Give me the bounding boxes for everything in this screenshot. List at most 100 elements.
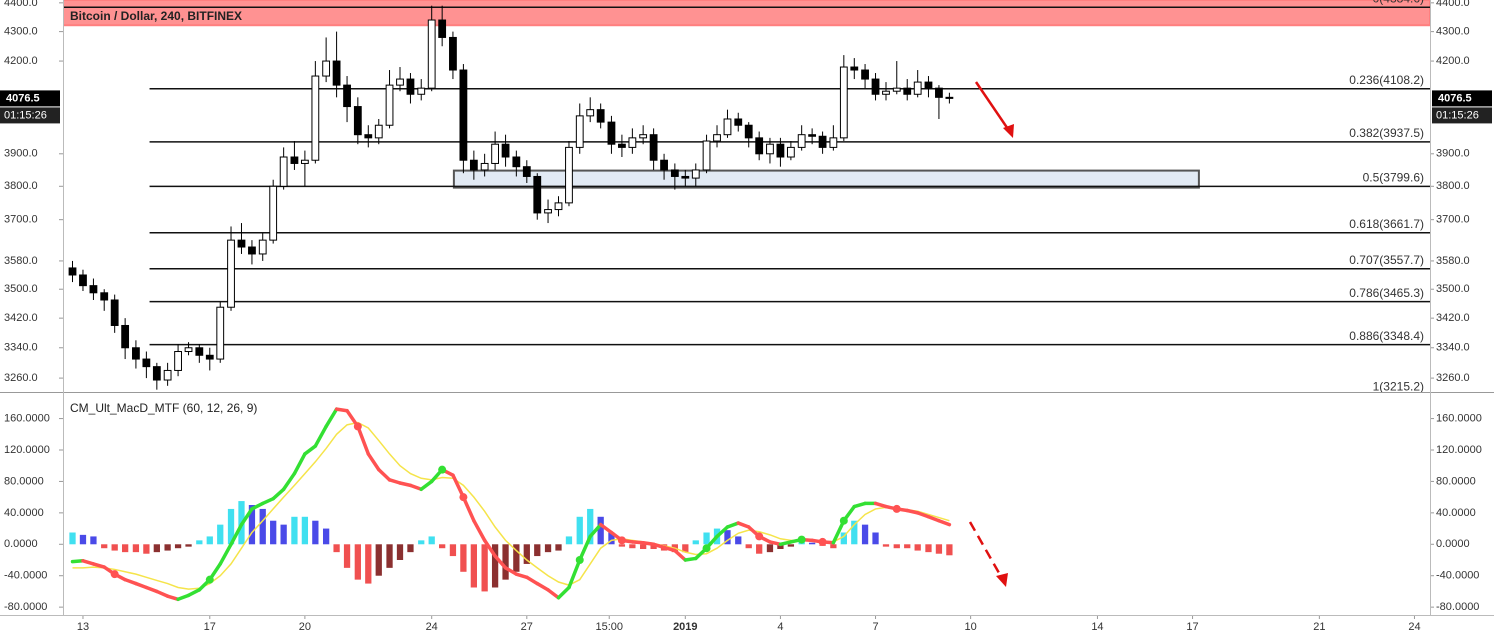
candle-body [723, 118, 732, 136]
y-tick-label: 3800.0 [4, 180, 38, 192]
cross-dot [839, 516, 848, 525]
countdown-label: 01:15:26 [4, 109, 47, 121]
macd-segment [303, 444, 318, 456]
candle-body [364, 134, 373, 139]
candle-body [142, 358, 151, 368]
histogram-bar [343, 544, 351, 568]
x-tick-label: 24 [426, 621, 438, 633]
histogram-bar [629, 544, 636, 549]
macd-segment [260, 496, 275, 506]
last-price-box [1432, 90, 1492, 107]
candle-body [533, 175, 542, 214]
macd-segment [419, 479, 434, 492]
candle-body [766, 143, 774, 155]
y-tick-label: 3900.0 [1436, 148, 1470, 160]
y-tick-label: 4300.0 [1436, 26, 1470, 38]
y-tick-label: 4200.0 [4, 55, 38, 67]
macd-segment [123, 577, 138, 586]
histogram-bar [640, 544, 647, 549]
histogram-bar [565, 536, 573, 545]
candle-body [544, 209, 552, 214]
candle-body [290, 156, 299, 164]
macd-segment [725, 521, 741, 529]
candle-body [660, 159, 668, 171]
histogram-bar [418, 540, 425, 545]
candle-body [100, 292, 109, 301]
macd-segment [831, 518, 846, 545]
candle-body [459, 69, 468, 161]
histogram-bar [904, 544, 911, 549]
cross-dot [755, 532, 764, 541]
histogram-bar [322, 528, 330, 545]
macd-segment [768, 540, 783, 547]
macd-segment [144, 585, 159, 594]
macd-segment [630, 540, 645, 545]
x-tick-label: 21 [1313, 621, 1325, 633]
histogram-bar [365, 544, 372, 584]
cross-dot [892, 504, 901, 513]
histogram-bar [513, 544, 520, 572]
macd-segment [134, 581, 149, 590]
histogram-bar [90, 536, 97, 545]
candle-body [786, 146, 795, 158]
histogram-bar [491, 544, 499, 588]
histogram-bar [206, 536, 213, 545]
histogram-bar [185, 544, 192, 547]
histogram-bar [428, 536, 435, 545]
y-tick-label: 120.0000 [1436, 444, 1482, 456]
histogram-bar [407, 544, 414, 553]
cross-dot [797, 535, 806, 544]
candle-body [850, 66, 859, 71]
histogram-bar [439, 544, 446, 549]
macd-pane [69, 407, 953, 602]
y-tick-label: 3260.0 [1436, 372, 1470, 384]
y-tick-label: 3340.0 [4, 342, 38, 354]
histogram-bar [396, 544, 404, 560]
candle-body [343, 84, 351, 108]
macd-segment [377, 467, 392, 482]
histogram-bar [449, 544, 457, 557]
histogram-bar [861, 524, 869, 545]
x-tick-label: 17 [1186, 621, 1198, 633]
histogram-bar [735, 536, 742, 545]
candle-body [892, 87, 901, 92]
candle-body [871, 78, 880, 95]
candle-body [480, 162, 489, 171]
cross-dot [575, 556, 584, 564]
macd-segment [588, 522, 603, 539]
macd-segment [852, 501, 867, 509]
candle-body [607, 121, 616, 145]
macd-segment [556, 585, 571, 600]
y-tick-label: 3700.0 [4, 214, 38, 226]
price-zone [63, 0, 1430, 27]
cross-dot [818, 537, 827, 546]
candle-body [649, 134, 658, 161]
candle-body [332, 60, 341, 86]
y-tick-label: 3340.0 [1436, 342, 1470, 354]
histogram-bar [534, 544, 541, 557]
y-tick-label: 40.0000 [1436, 507, 1476, 519]
histogram-bar [312, 520, 319, 545]
macd-segment [778, 540, 793, 547]
candle-body [586, 109, 595, 117]
macd-segment [334, 407, 349, 413]
histogram-bar [111, 544, 118, 551]
macd-segment [577, 534, 592, 562]
histogram-bar [618, 544, 626, 547]
histogram-bar [777, 544, 784, 549]
histogram-bar [301, 516, 309, 545]
candle-body [152, 366, 161, 381]
macd-segment [250, 501, 265, 511]
candle-body [385, 84, 394, 126]
histogram-bar [132, 544, 140, 553]
y-tick-label: 160.0000 [4, 412, 50, 424]
x-tick-label: 4 [777, 621, 783, 633]
histogram-bar [217, 524, 224, 545]
candle-body [110, 299, 119, 326]
x-tick-label: 24 [1408, 621, 1420, 633]
macd-segment [165, 594, 180, 602]
histogram-bar [544, 544, 552, 553]
candle-body [205, 354, 214, 360]
histogram-bar [375, 544, 382, 576]
x-tick-label: 14 [1091, 621, 1103, 633]
